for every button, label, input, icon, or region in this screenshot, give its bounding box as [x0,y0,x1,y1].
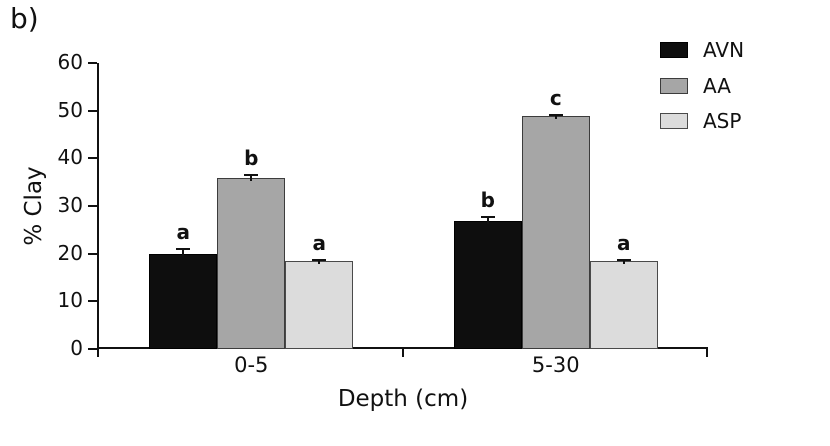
y-tick-50 [88,109,97,112]
bar-avn-0-5 [149,253,218,349]
error-bar-avn-0-5 [182,248,185,257]
y-tick-10 [88,300,97,303]
error-bar-cap-aa-5-30 [548,113,563,116]
bar-aa-0-5 [217,177,286,349]
legend-swatch-asp [660,113,688,129]
y-tick-label-10: 10 [57,288,83,313]
error-bar-asp-5-30 [622,259,625,265]
legend: AVN AA ASP [660,0,810,140]
y-tick-label-20: 20 [57,240,83,265]
sig-letter-aa-5-30: c [549,85,562,110]
y-tick-20 [88,252,97,255]
error-bar-cap-avn-5-30 [480,216,495,219]
bar-asp-0-5 [285,261,354,349]
y-tick-label-60: 60 [57,50,83,74]
error-bar-aa-5-30 [554,114,557,119]
sig-letter-asp-5-30: a [617,230,631,255]
error-bar-avn-5-30 [486,217,489,224]
y-tick-label-50: 50 [57,97,83,122]
legend-label-aa: AA [703,74,731,98]
error-bar-cap-aa-0-5 [244,174,259,177]
legend-item-avn: AVN [660,38,744,62]
y-tick-30 [88,205,97,207]
x-boundary-tick-0 [401,347,404,357]
figure-panel-label: b) [10,2,39,35]
legend-label-avn: AVN [703,38,745,62]
x-axis-title: Depth (cm) [337,386,469,412]
sig-letter-avn-0-5: a [176,219,191,244]
legend-item-asp: ASP [660,109,741,133]
bar-asp-5-30 [589,261,658,349]
x-boundary-tick-1 [706,347,708,357]
error-bar-cap-asp-0-5 [312,259,327,262]
y-tick-0 [88,348,97,350]
sig-letter-avn-5-30: b [480,188,495,213]
y-tick-label-0: 0 [70,336,83,360]
y-tick-label-30: 30 [57,193,83,217]
y-tick-60 [88,62,97,64]
y-tick-40 [88,157,97,160]
bar-avn-5-30 [453,220,522,349]
bar-aa-5-30 [521,115,590,349]
x-tick-label-0-5: 0-5 [234,353,269,377]
y-axis-line [97,63,99,357]
legend-item-aa: AA [660,74,731,98]
y-tick-label-40: 40 [57,145,83,170]
sig-letter-aa-0-5: b [244,146,259,171]
sig-letter-asp-0-5: a [312,231,327,256]
error-bar-cap-asp-5-30 [616,258,631,261]
legend-swatch-avn [660,42,688,58]
error-bar-asp-0-5 [318,260,321,265]
legend-label-asp: ASP [703,109,742,133]
error-bar-aa-0-5 [250,175,253,181]
x-tick-label-5-30: 5-30 [531,353,580,377]
legend-swatch-aa [660,78,688,94]
error-bar-cap-avn-0-5 [176,247,191,250]
